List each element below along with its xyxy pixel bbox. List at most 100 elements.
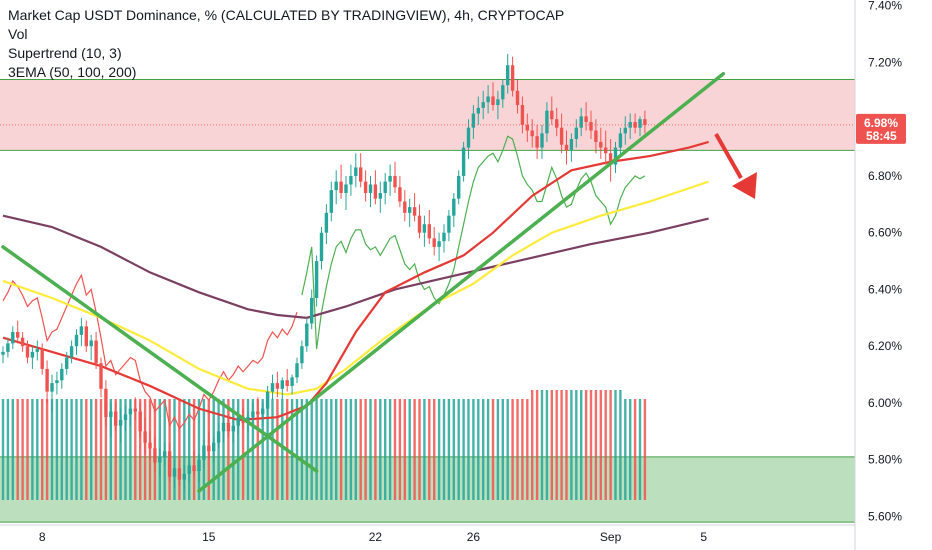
candle bbox=[594, 119, 598, 154]
y-tick-label: 6.80% bbox=[868, 169, 902, 183]
candle bbox=[408, 198, 412, 228]
candle-body bbox=[354, 167, 358, 176]
support-zone bbox=[0, 456, 855, 523]
candle-body bbox=[84, 326, 88, 347]
volume-bar bbox=[575, 390, 578, 500]
chart-title[interactable]: Market Cap USDT Dominance, % (CALCULATED… bbox=[8, 7, 565, 23]
candle-body bbox=[226, 422, 231, 432]
price-tag: 6.98%58:45 bbox=[0, 113, 906, 144]
candle bbox=[569, 133, 574, 162]
volume-bar bbox=[41, 399, 44, 500]
candle bbox=[559, 113, 564, 154]
candle-body bbox=[16, 332, 20, 338]
volume-bar bbox=[550, 390, 553, 500]
candle-body bbox=[231, 425, 235, 432]
down-arrow-shaft bbox=[714, 133, 743, 179]
candle bbox=[427, 210, 431, 245]
trendline-2 bbox=[197, 72, 726, 493]
volume-bar bbox=[261, 399, 264, 500]
price-tag-bg bbox=[856, 113, 906, 144]
candle-body bbox=[221, 422, 226, 432]
candle bbox=[207, 431, 211, 460]
volume-bar bbox=[222, 399, 225, 500]
candle-body bbox=[368, 184, 373, 193]
candle bbox=[6, 337, 10, 358]
candle bbox=[403, 190, 407, 222]
candle-body bbox=[300, 346, 304, 364]
volume-bar bbox=[339, 399, 343, 500]
candle bbox=[265, 385, 270, 415]
candle bbox=[261, 402, 265, 426]
candle-body bbox=[618, 133, 623, 148]
candle-body bbox=[393, 175, 397, 188]
candle bbox=[182, 465, 186, 491]
candle-body bbox=[604, 147, 608, 154]
candle bbox=[324, 204, 329, 245]
candle-body bbox=[349, 175, 353, 185]
volume-bar bbox=[374, 399, 377, 500]
volume-bar bbox=[633, 399, 637, 500]
trendlines-layer bbox=[1, 72, 726, 493]
volume-bar bbox=[408, 399, 411, 500]
volume-bar bbox=[526, 399, 529, 500]
zones-layer bbox=[0, 78, 855, 523]
volume-bar bbox=[1, 399, 5, 500]
candle-body bbox=[339, 181, 343, 193]
candle-body bbox=[319, 232, 324, 262]
volume-bar bbox=[300, 399, 304, 500]
volume-bar bbox=[418, 399, 421, 500]
candle-body bbox=[466, 127, 471, 148]
candle bbox=[192, 451, 196, 477]
candle-body bbox=[471, 113, 476, 128]
volume-bar bbox=[535, 390, 539, 500]
candle bbox=[280, 377, 284, 401]
candle-body bbox=[20, 337, 25, 347]
candle-body bbox=[633, 122, 637, 128]
candle bbox=[354, 153, 358, 188]
indicator-supertrend[interactable]: Supertrend (10, 3) bbox=[8, 45, 122, 61]
candle bbox=[60, 363, 64, 389]
candle-body bbox=[114, 411, 118, 426]
candle-body bbox=[486, 96, 490, 103]
candle-body bbox=[613, 147, 618, 165]
candle bbox=[79, 317, 84, 347]
candle bbox=[447, 210, 451, 242]
volume-bar bbox=[452, 399, 455, 500]
supertrend-line bbox=[301, 135, 646, 350]
candle bbox=[295, 357, 299, 384]
x-tick-label: 5 bbox=[700, 530, 707, 544]
x-axis[interactable]: 8 15 22 26 Sep 5 bbox=[0, 524, 855, 544]
candle-body bbox=[314, 261, 319, 298]
volume-bar bbox=[344, 399, 348, 500]
indicator-vol[interactable]: Vol bbox=[8, 26, 28, 42]
volume-bar bbox=[428, 399, 431, 500]
candle-body bbox=[40, 349, 44, 369]
volume-bar bbox=[281, 399, 284, 500]
candle-body bbox=[344, 184, 348, 193]
candle bbox=[545, 102, 549, 142]
volume-bar bbox=[99, 399, 103, 500]
volume-bar bbox=[45, 399, 49, 500]
candle bbox=[167, 442, 172, 483]
candle bbox=[643, 110, 647, 134]
indicator-ema[interactable]: 3EMA (50, 100, 200) bbox=[8, 64, 137, 80]
candle bbox=[231, 420, 235, 443]
volume-bar bbox=[604, 390, 607, 500]
candle-body bbox=[398, 187, 402, 202]
candle-body bbox=[118, 420, 123, 426]
candle bbox=[16, 320, 20, 344]
candle bbox=[251, 402, 255, 426]
candle-body bbox=[564, 144, 569, 151]
candle-body bbox=[158, 456, 162, 463]
y-axis[interactable]: 7.40%7.20%7.00%6.80%6.60%6.40%6.20%6.00%… bbox=[854, 0, 902, 550]
candle-body bbox=[207, 445, 211, 452]
candle-body bbox=[109, 411, 113, 418]
candle bbox=[74, 329, 79, 355]
candle bbox=[270, 374, 275, 401]
candle bbox=[623, 116, 627, 145]
candle bbox=[158, 448, 162, 477]
y-tick-label: 5.60% bbox=[868, 509, 902, 523]
volume-bar bbox=[506, 399, 509, 500]
volume-bar bbox=[570, 390, 573, 500]
